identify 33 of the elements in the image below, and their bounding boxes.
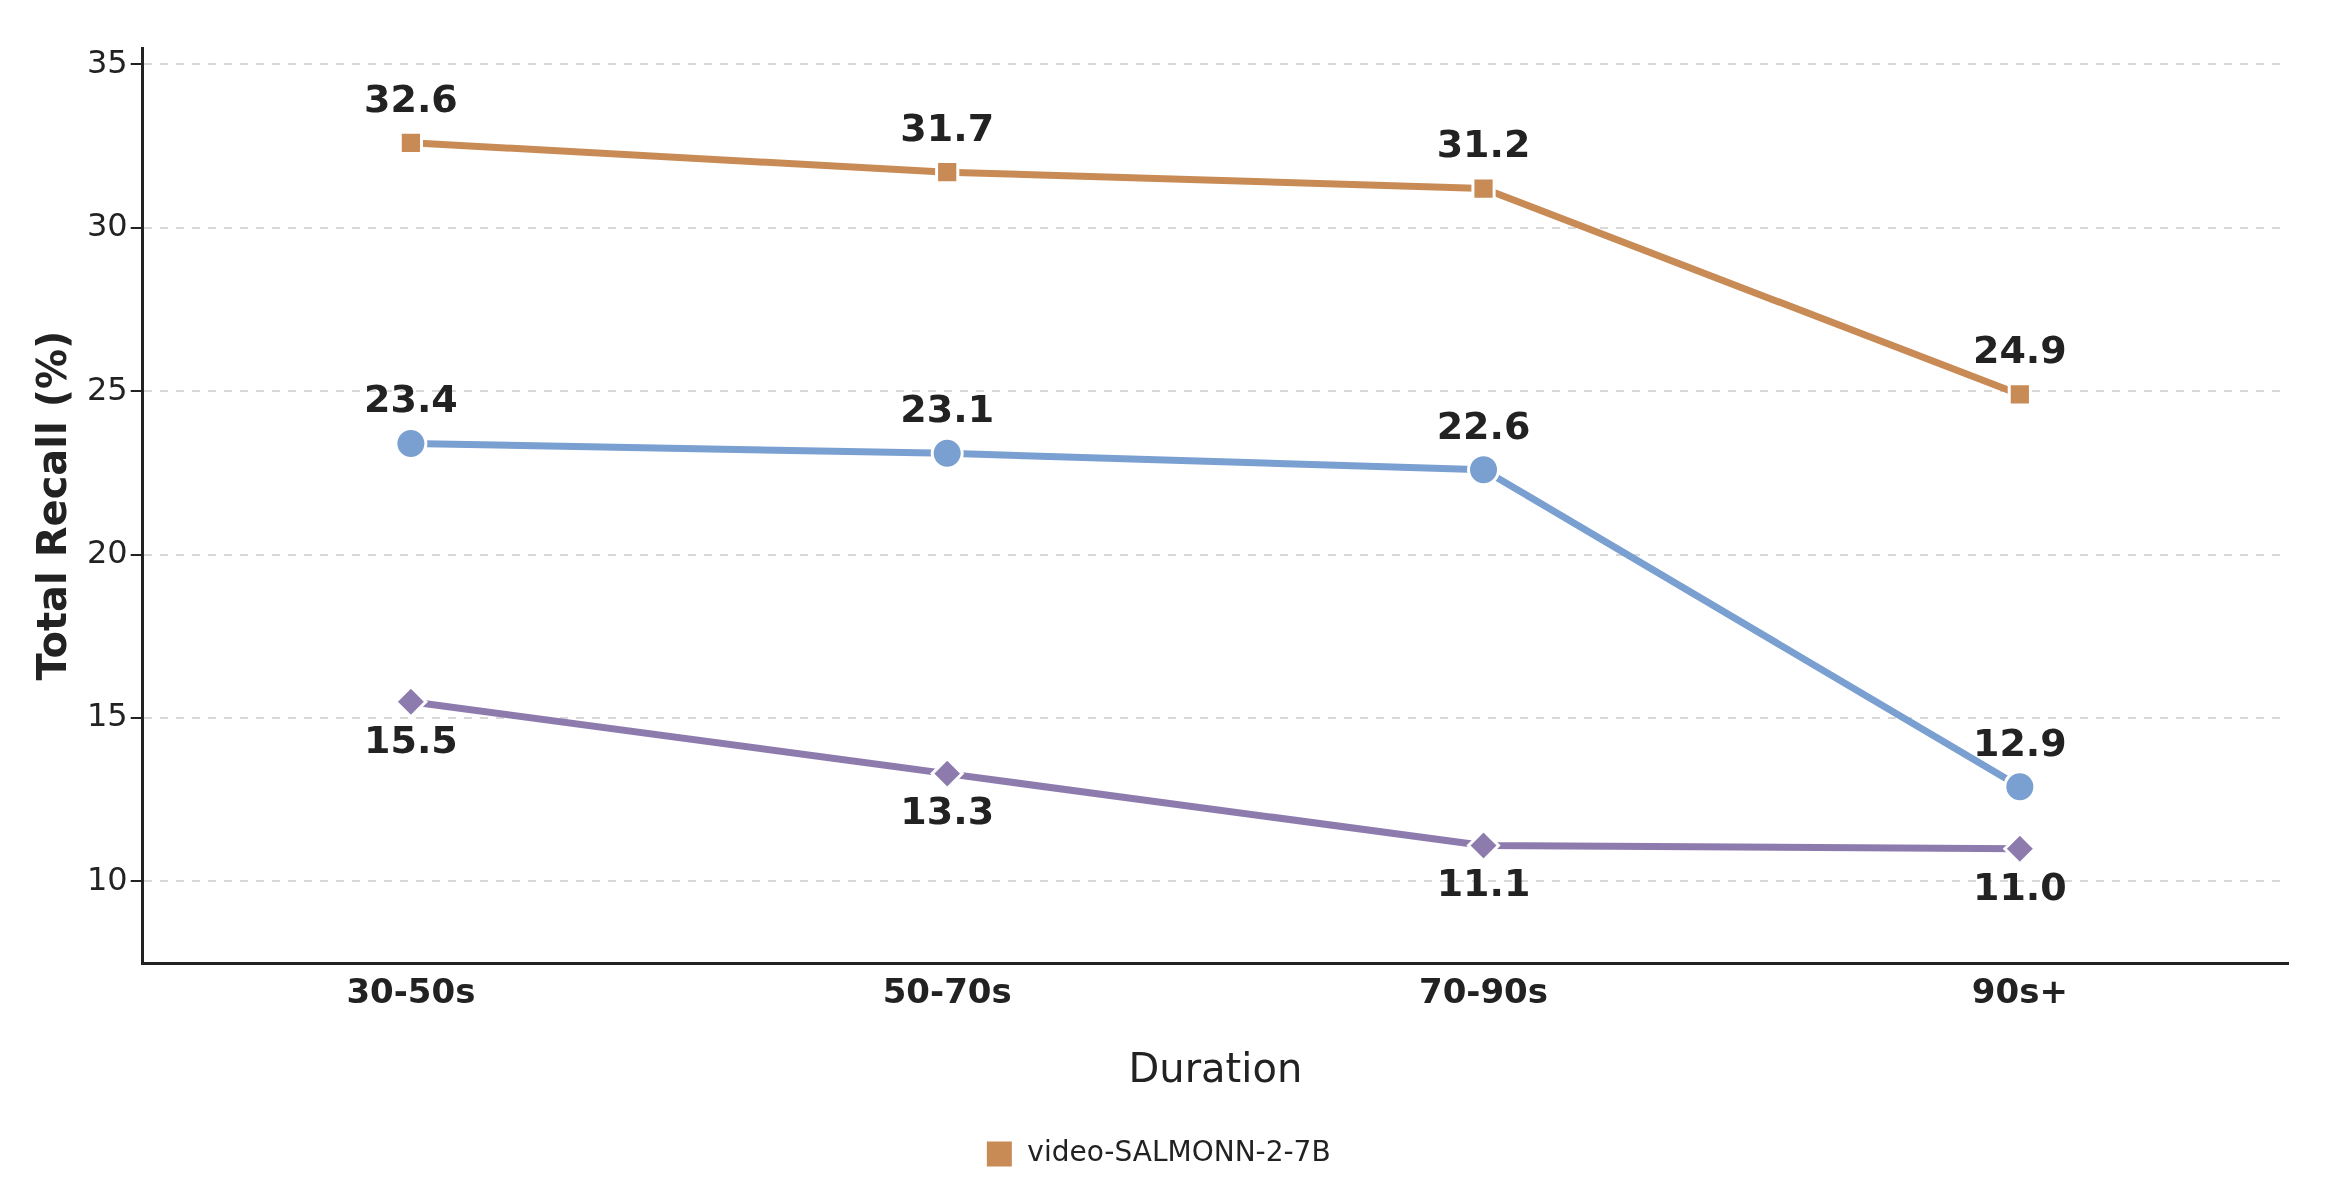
- x-axis-title: Duration: [1128, 1045, 1303, 1092]
- y-tick-label: 10: [87, 859, 128, 898]
- point: [2007, 382, 2032, 407]
- data-label: 12.9: [1972, 720, 2067, 765]
- y-tick-label: 25: [87, 369, 128, 408]
- point: [1467, 453, 1501, 487]
- point: [930, 436, 964, 470]
- y-tick-label: 15: [87, 696, 128, 735]
- data-label: 23.1: [900, 387, 995, 432]
- data-label: 15.5: [364, 717, 458, 762]
- y-tick-label: 35: [87, 42, 128, 81]
- point: [2003, 770, 2037, 804]
- data-label: 32.6: [364, 76, 458, 121]
- point: [1471, 176, 1496, 201]
- x-tick-label: 70-90s: [1419, 971, 1549, 1012]
- data-label: 22.6: [1436, 403, 1531, 448]
- y-axis-title: Total Recall (%): [29, 330, 76, 681]
- legend-label: video-SALMONN-2-7B: [1027, 1135, 1331, 1169]
- point: [394, 427, 428, 460]
- data-label: 13.3: [900, 789, 995, 834]
- data-label: 31.7: [900, 106, 995, 151]
- data-label: 24.9: [1972, 328, 2067, 373]
- x-tick-label: 90s+: [1971, 971, 2068, 1012]
- y-tick-label: 20: [87, 532, 128, 571]
- x-tick-label: 30-50s: [346, 971, 476, 1012]
- x-tick-label: 50-70s: [882, 971, 1012, 1012]
- data-label: 11.0: [1972, 864, 2067, 909]
- data-label: 31.2: [1436, 122, 1531, 167]
- point: [398, 130, 423, 155]
- data-label: 23.4: [364, 377, 458, 422]
- data-label: 11.1: [1436, 861, 1531, 906]
- point: [935, 160, 960, 185]
- y-tick-label: 30: [87, 206, 128, 245]
